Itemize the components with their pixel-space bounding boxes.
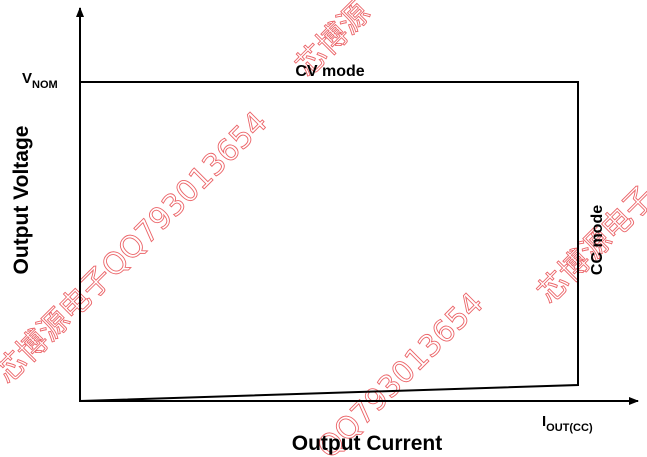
cv-cc-curve bbox=[79, 81, 579, 402]
v-nom-main: V bbox=[22, 70, 32, 87]
i-out-label: IOUT(CC) bbox=[542, 413, 593, 434]
cc-mode-label: CC mode bbox=[589, 205, 606, 275]
cv-mode-label: CV mode bbox=[295, 63, 364, 80]
v-nom-sub: NOM bbox=[32, 79, 58, 91]
watermark: 芯博源电子QQ793013654 bbox=[0, 105, 275, 391]
i-out-main: I bbox=[542, 413, 546, 430]
y-axis-label: Output Voltage bbox=[10, 126, 33, 275]
x-axis-label: Output Current bbox=[292, 432, 442, 455]
i-out-sub: OUT(CC) bbox=[546, 422, 593, 434]
v-nom-label: VNOM bbox=[22, 70, 58, 91]
